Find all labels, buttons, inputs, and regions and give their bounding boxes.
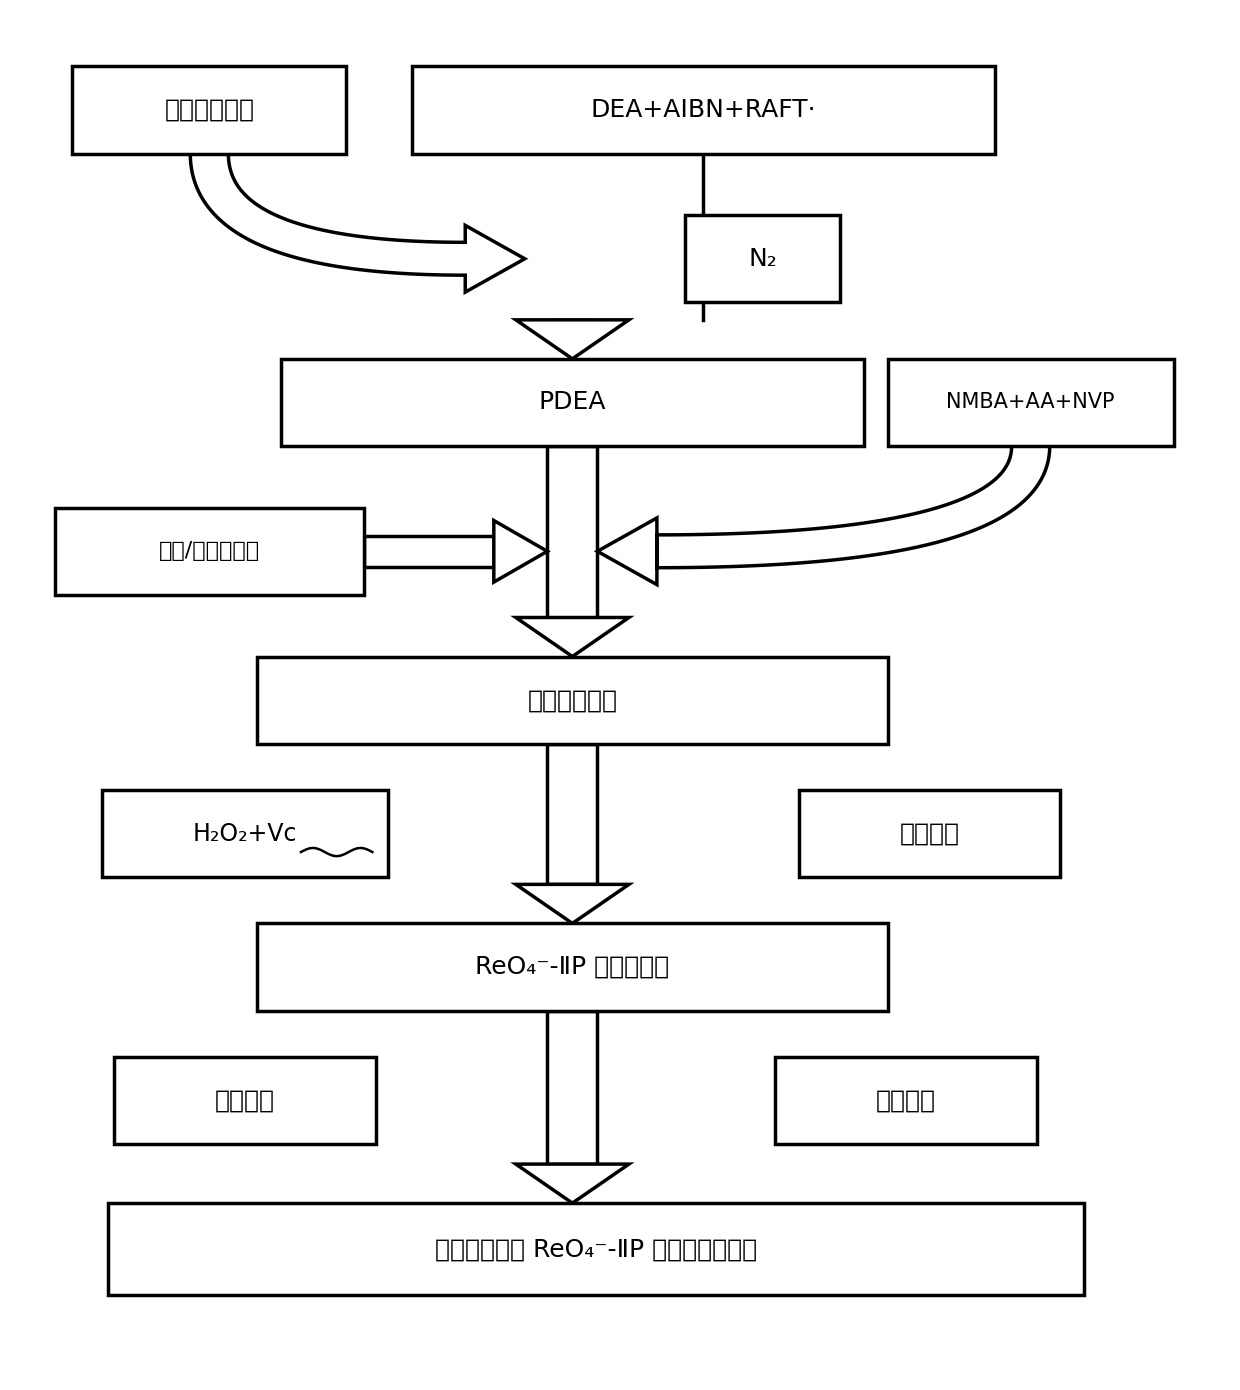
Bar — [257, 923, 888, 1011]
Polygon shape — [516, 617, 629, 656]
Bar — [280, 359, 864, 446]
Text: PDEA: PDEA — [538, 391, 606, 414]
Bar — [55, 507, 365, 595]
Bar — [114, 1056, 376, 1144]
Text: 回流提取: 回流提取 — [215, 1088, 275, 1112]
Bar — [102, 790, 388, 877]
Bar — [257, 656, 888, 744]
Bar — [72, 67, 346, 153]
Bar — [108, 1204, 1084, 1295]
Text: 含温敏性嵌段 ReO₄⁻-ⅡP 离子印迹聚合物: 含温敏性嵌段 ReO₄⁻-ⅡP 离子印迹聚合物 — [435, 1237, 758, 1261]
Polygon shape — [516, 320, 629, 359]
Polygon shape — [516, 1163, 629, 1204]
Bar — [547, 446, 598, 617]
Text: 甲醇/水混合溶剂: 甲醇/水混合溶剂 — [159, 541, 260, 562]
Text: 干燥筛分: 干燥筛分 — [875, 1088, 936, 1112]
Polygon shape — [494, 520, 547, 582]
Bar — [365, 537, 494, 567]
Text: H₂O₂+Vc: H₂O₂+Vc — [192, 821, 298, 845]
Text: NMBA+AA+NVP: NMBA+AA+NVP — [946, 392, 1115, 413]
Text: ReO₄⁻-ⅡP 刚性聚合物: ReO₄⁻-ⅡP 刚性聚合物 — [475, 955, 670, 979]
Polygon shape — [190, 153, 525, 292]
Text: 乙酸乙酯溶剂: 乙酸乙酯溶剂 — [165, 97, 254, 122]
Text: 恒温水浴: 恒温水浴 — [899, 821, 960, 845]
Bar — [799, 790, 1060, 877]
Bar — [888, 359, 1173, 446]
Bar — [686, 215, 841, 303]
Bar — [775, 1056, 1037, 1144]
Text: 主客体配合物: 主客体配合物 — [527, 688, 618, 712]
Bar — [412, 67, 994, 153]
Text: N₂: N₂ — [749, 247, 777, 271]
Bar — [547, 1011, 598, 1163]
Polygon shape — [598, 446, 1050, 585]
Text: DEA+AIBN+RAFT·: DEA+AIBN+RAFT· — [590, 97, 816, 122]
Polygon shape — [516, 884, 629, 923]
Bar — [547, 744, 598, 884]
